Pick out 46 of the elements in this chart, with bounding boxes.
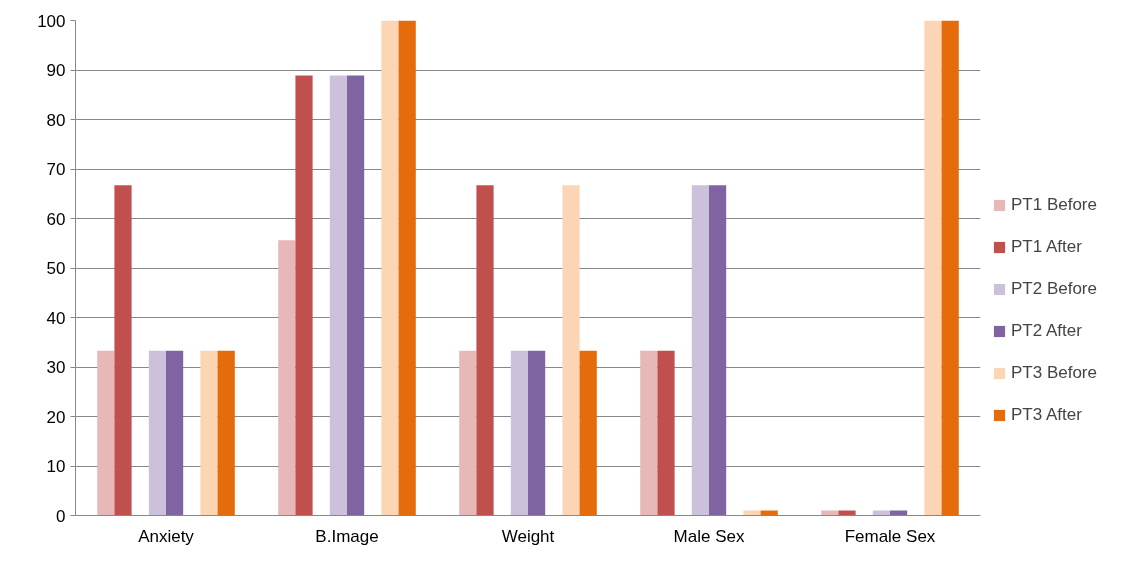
x-tick-label: B.Image: [315, 526, 379, 546]
bar: [381, 20, 399, 516]
bar: [924, 20, 942, 516]
bar: [97, 350, 115, 516]
bar: [278, 240, 296, 516]
legend-label: PT1 After: [1011, 237, 1082, 257]
bar: [148, 350, 166, 516]
legend-label: PT3 Before: [1011, 363, 1097, 383]
bar: [510, 350, 528, 516]
y-tick-label: 30: [46, 358, 66, 377]
bar: [295, 75, 313, 516]
y-tick-label: 10: [46, 457, 66, 476]
y-tick-label: 50: [46, 259, 66, 278]
y-tick-label: 80: [46, 110, 66, 130]
bar: [657, 350, 675, 516]
bar: [114, 185, 132, 516]
legend-label: PT1 Before: [1011, 195, 1097, 215]
bar: [691, 185, 709, 516]
bar: [476, 185, 494, 516]
bar: [709, 185, 727, 516]
y-tick-label: 20: [46, 407, 66, 427]
bar: [528, 350, 546, 516]
x-tick-label: Female Sex: [844, 526, 936, 546]
bar: [166, 350, 184, 516]
bar: [200, 350, 218, 516]
y-tick-label: 60: [46, 209, 66, 229]
y-tick-label: 40: [46, 308, 66, 328]
legend-label: PT2 Before: [1011, 279, 1097, 299]
x-tick-label: Weight: [501, 526, 555, 546]
bar: [579, 350, 597, 516]
bar: [562, 185, 580, 516]
bar: [459, 350, 477, 516]
x-tick-label: Anxiety: [138, 526, 195, 546]
y-tick-label: 100: [37, 11, 66, 31]
bar: [398, 20, 416, 516]
x-tick-label: Male Sex: [673, 526, 745, 546]
y-tick-label: 90: [46, 61, 66, 80]
y-tick-label: 0: [56, 506, 66, 526]
bar: [941, 20, 959, 516]
bar: [640, 350, 658, 516]
bar: [329, 75, 347, 516]
legend-label: PT3 After: [1011, 405, 1082, 425]
bar: [347, 75, 365, 516]
y-tick-label: 70: [46, 160, 66, 179]
legend-label: PT2 After: [1011, 321, 1082, 341]
bar: [217, 350, 235, 516]
